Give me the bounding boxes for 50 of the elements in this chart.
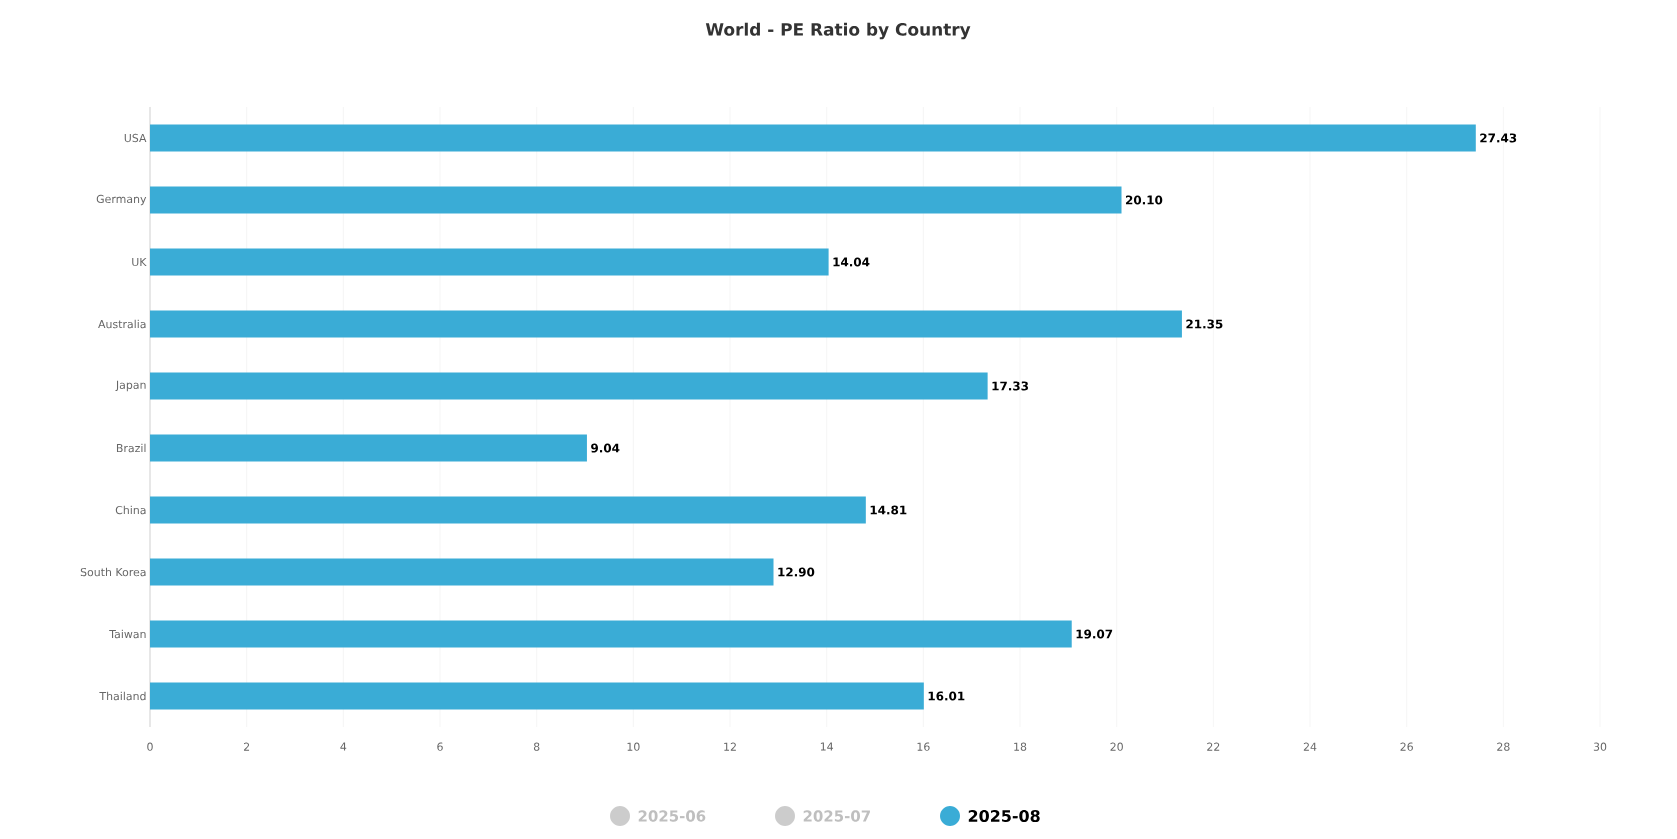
chart-title: World - PE Ratio by Country — [705, 22, 971, 40]
x-tick-label: 30 — [1593, 742, 1607, 751]
bar — [150, 558, 774, 586]
x-tick-label: 14 — [820, 742, 834, 751]
y-tick-label: Thailand — [99, 691, 146, 701]
data-label: 27.43 — [1480, 133, 1517, 143]
y-tick-label: USA — [124, 133, 147, 143]
y-tick-label: South Korea — [80, 567, 146, 577]
bar — [150, 248, 829, 276]
x-tick-label: 12 — [724, 742, 736, 751]
x-tick-label: 24 — [1303, 742, 1317, 751]
legend-label: 2025-07 — [803, 810, 870, 822]
x-tick-label: 2 — [243, 742, 250, 751]
x-tick-label: 26 — [1400, 742, 1413, 751]
bar — [150, 496, 866, 524]
data-label: 14.04 — [833, 257, 870, 267]
x-tick-label: 18 — [1014, 742, 1027, 751]
x-tick-label: 16 — [917, 742, 930, 751]
x-tick-label: 10 — [627, 742, 640, 751]
y-tick-label: Germany — [96, 194, 147, 206]
bar — [150, 620, 1072, 648]
y-tick-label: Taiwan — [109, 629, 146, 639]
x-tick-label: 6 — [437, 742, 443, 751]
bar — [150, 682, 924, 710]
bar — [150, 310, 1182, 338]
legend-label: 2025-08 — [968, 809, 1040, 823]
x-tick-label: 22 — [1207, 742, 1220, 751]
y-tick-label: Japan — [115, 380, 146, 392]
data-label: 12.90 — [778, 567, 815, 577]
data-label: 14.81 — [870, 505, 907, 515]
x-tick-label: 0 — [147, 742, 153, 751]
bar — [150, 186, 1122, 214]
data-label: 19.07 — [1076, 629, 1113, 639]
y-tick-label: UK — [132, 257, 147, 267]
x-tick-label: 28 — [1497, 742, 1510, 751]
y-tick-label: Australia — [98, 319, 146, 329]
data-label: 21.35 — [1186, 319, 1223, 329]
legend-label: 2025-06 — [638, 810, 706, 822]
x-tick-label: 8 — [533, 742, 540, 751]
x-tick-label: 4 — [340, 742, 347, 751]
data-label: 20.10 — [1125, 195, 1163, 205]
bar — [150, 434, 587, 462]
bar — [150, 124, 1476, 152]
data-label: 9.04 — [591, 443, 620, 453]
data-label: 17.33 — [992, 381, 1029, 391]
x-tick-label: 20 — [1110, 742, 1123, 751]
bar — [150, 372, 988, 400]
y-tick-label: China — [115, 505, 146, 515]
y-tick-label: Brazil — [116, 443, 146, 453]
data-label: 16.01 — [928, 691, 965, 701]
